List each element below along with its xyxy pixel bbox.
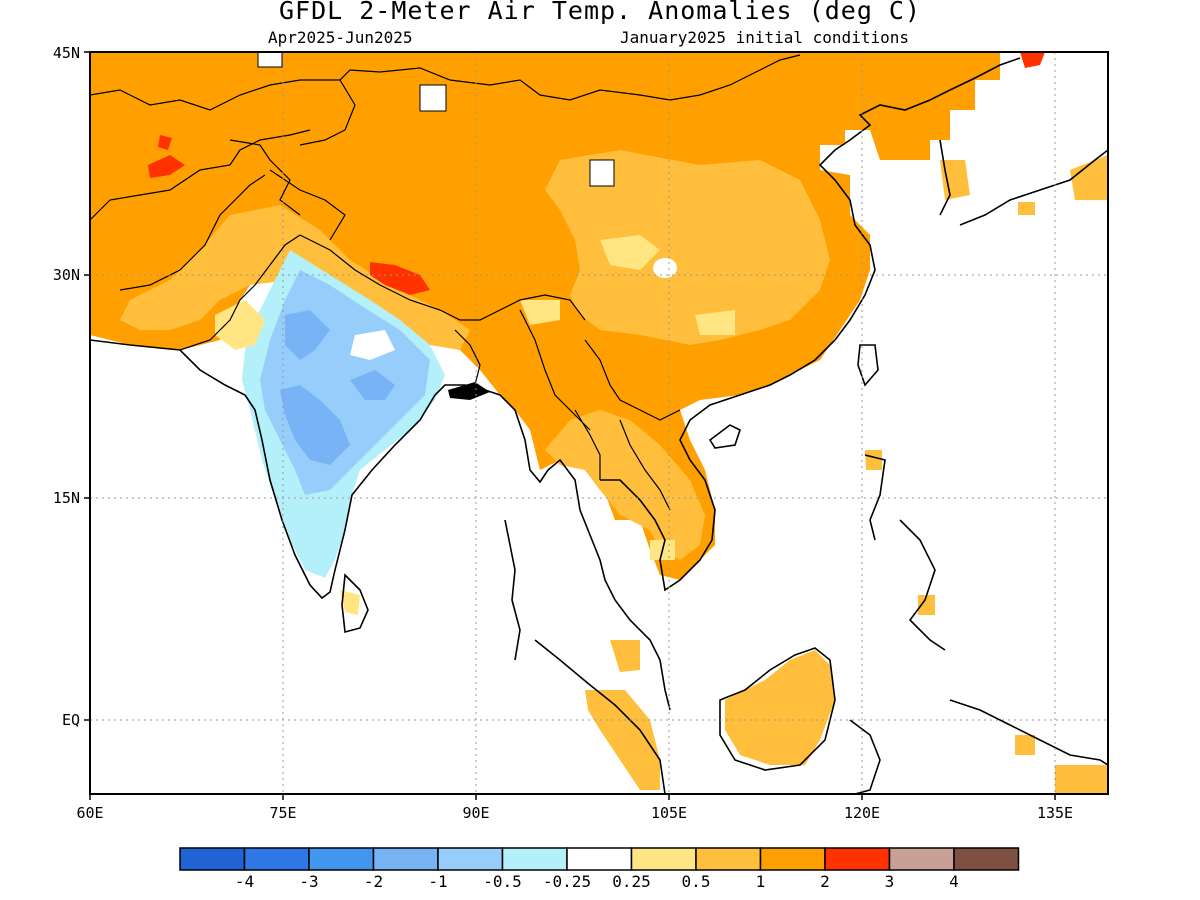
colorbar-swatch-2 — [308, 847, 375, 871]
india-anomaly-m2-m1 — [280, 310, 395, 465]
colorbar-swatch-5 — [501, 847, 568, 871]
india-neutral — [350, 330, 395, 360]
colorbar-swatch-10 — [824, 847, 891, 871]
borders — [90, 54, 801, 511]
colorbar-swatch-4 — [437, 847, 504, 871]
colorbar-label: 0.5 — [681, 872, 711, 891]
colorbar-swatch-7 — [630, 847, 697, 871]
colorbar-swatch-0 — [179, 847, 246, 871]
colorbar-label: 3 — [884, 872, 895, 891]
colorbar-label: 2 — [820, 872, 830, 891]
colorbar-swatch-6 — [566, 847, 633, 871]
neutral-spot — [653, 258, 677, 278]
coastlines — [90, 57, 1108, 794]
lat-label-15n: 15N — [52, 489, 80, 507]
lat-label-45n: 45N — [52, 44, 80, 62]
colorbar-label: -1 — [428, 872, 448, 891]
lat-label-eq: EQ — [61, 711, 80, 729]
colorbar-swatch-8 — [695, 847, 762, 871]
lon-label-120e: 120E — [843, 804, 881, 822]
colorbar-label: 0.25 — [612, 872, 651, 891]
lat-label-30n: 30N — [52, 266, 80, 284]
colorbar-label: -0.25 — [542, 872, 592, 891]
colorbar-swatch-9 — [759, 847, 826, 871]
colorbar-swatch-3 — [372, 847, 439, 871]
axis-ticks — [84, 51, 1056, 800]
map-title: GFDL 2-Meter Air Temp. Anomalies (deg C) — [278, 0, 922, 25]
colorbar-label: -2 — [363, 872, 384, 891]
lon-label-75e: 75E — [269, 804, 297, 822]
colorbar-label: 4 — [949, 872, 959, 891]
initial-conditions: January2025 initial conditions — [620, 28, 909, 47]
lon-label-60e: 60E — [76, 804, 104, 822]
map-frame — [89, 51, 1109, 795]
lon-label-90e: 90E — [462, 804, 490, 822]
colorbar-swatch-1 — [243, 847, 310, 871]
colorbar-swatch-12 — [953, 847, 1020, 871]
islands-anomaly-05-1 — [585, 155, 1108, 794]
colorbar-label: 1 — [755, 872, 766, 891]
gridlines — [90, 52, 1108, 794]
colorbar-swatch-11 — [888, 847, 955, 871]
ganges-delta — [448, 382, 490, 400]
lon-label-105e: 105E — [650, 804, 688, 822]
colorbar — [179, 847, 1020, 871]
colorbar-label: -4 — [234, 872, 255, 891]
land-anomaly-05-1-china — [545, 150, 830, 345]
colorbar-label: -3 — [299, 872, 319, 891]
colorbar-label: -0.5 — [483, 872, 522, 891]
forecast-period: Apr2025-Jun2025 — [268, 28, 413, 47]
masked-cells — [257, 52, 615, 187]
lon-label-135e: 135E — [1036, 804, 1074, 822]
